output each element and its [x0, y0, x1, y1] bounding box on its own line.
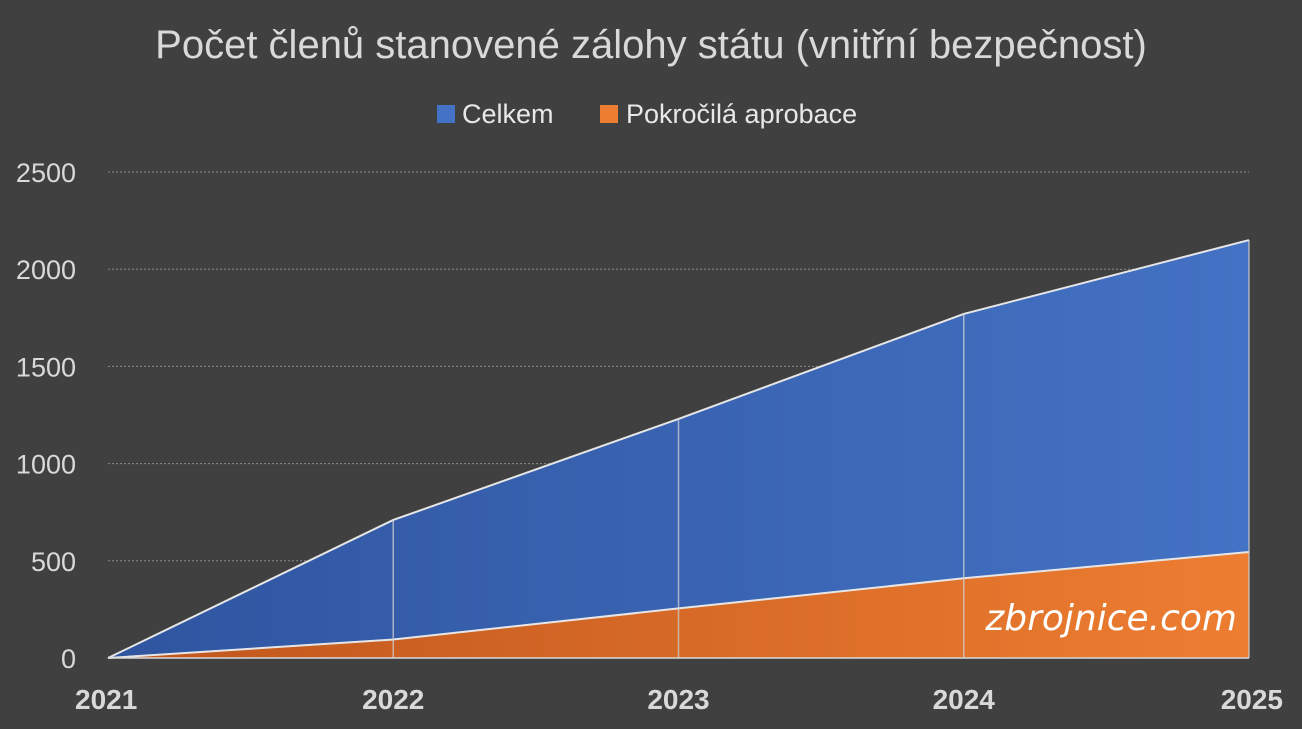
x-tick-label: 2023 — [647, 684, 709, 715]
x-tick-label: 2022 — [362, 684, 424, 715]
y-tick-label: 500 — [31, 547, 76, 577]
legend-label-pokrocila-aprobace: Pokročilá aprobace — [626, 99, 857, 129]
y-axis: 0 500 1000 1500 2000 2500 — [16, 158, 76, 674]
y-tick-label: 2500 — [16, 158, 76, 188]
y-tick-label: 0 — [61, 644, 76, 674]
legend-swatch-celkem — [437, 105, 455, 123]
x-tick-label: 2025 — [1221, 684, 1283, 715]
x-tick-label: 2024 — [933, 684, 996, 715]
chart-legend: Celkem Pokročilá aprobace — [437, 99, 857, 129]
legend-swatch-pokrocila-aprobace — [600, 105, 618, 123]
y-tick-label: 2000 — [16, 255, 76, 285]
x-tick-label: 2021 — [75, 684, 137, 715]
y-tick-label: 1500 — [16, 352, 76, 382]
x-axis: 2021 2022 2023 2024 2025 — [75, 684, 1283, 715]
watermark-text: zbrojnice.com — [984, 598, 1237, 639]
chart-title: Počet členů stanovené zálohy státu (vnit… — [155, 23, 1147, 67]
legend-label-celkem: Celkem — [462, 99, 554, 129]
divider-layer — [108, 240, 1250, 659]
y-tick-label: 1000 — [16, 450, 76, 480]
